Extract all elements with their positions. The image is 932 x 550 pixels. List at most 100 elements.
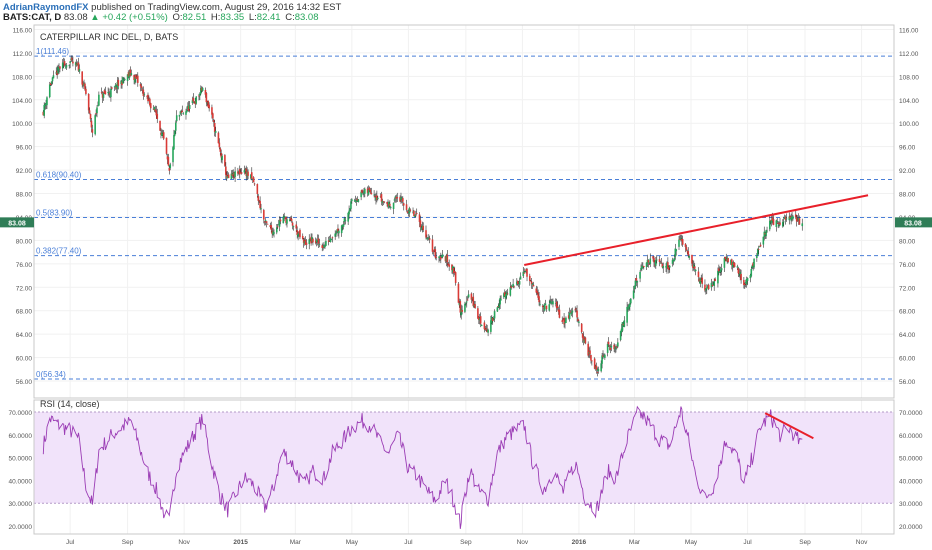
candle-body bbox=[756, 255, 758, 258]
rsi-tick-label-right: 40.0000 bbox=[899, 478, 923, 485]
candle-body bbox=[200, 87, 203, 91]
candle-body bbox=[48, 84, 51, 98]
candle-body bbox=[292, 225, 295, 227]
candle-body bbox=[225, 174, 228, 177]
candle-body bbox=[127, 72, 130, 77]
candle-body bbox=[642, 265, 645, 268]
candle-body bbox=[69, 61, 71, 64]
candle-body bbox=[485, 327, 488, 329]
candle-body bbox=[668, 265, 671, 268]
candle-body bbox=[701, 277, 703, 284]
candle-body bbox=[738, 271, 741, 274]
candle-body bbox=[762, 236, 765, 245]
candle-body bbox=[516, 281, 518, 285]
candle-body bbox=[555, 301, 558, 309]
candle-body bbox=[626, 306, 628, 323]
candle-body bbox=[588, 352, 590, 354]
candle-body bbox=[478, 318, 481, 321]
candle-body bbox=[539, 303, 541, 305]
candle-body bbox=[759, 244, 762, 247]
candle-body bbox=[629, 303, 631, 307]
rsi-tick-label-right: 30.0000 bbox=[899, 501, 923, 508]
candle-body bbox=[251, 178, 254, 180]
candle-body bbox=[400, 197, 402, 200]
candle-body bbox=[570, 312, 573, 315]
candle-body bbox=[459, 301, 462, 313]
candle-body bbox=[336, 229, 338, 233]
low-value: 82.41 bbox=[256, 12, 281, 23]
change-value: ▲ +0.42 (+0.51%) bbox=[90, 12, 168, 23]
candle-body bbox=[362, 193, 364, 195]
candle-body bbox=[126, 74, 129, 81]
candle-body bbox=[82, 82, 84, 86]
symbol-label[interactable]: BATS:CAT, D bbox=[3, 12, 62, 23]
candle-body bbox=[155, 110, 158, 116]
candle-body bbox=[111, 87, 113, 89]
candle-body bbox=[115, 87, 118, 89]
candle-body bbox=[601, 355, 603, 364]
candle-body bbox=[634, 280, 637, 287]
candle-body bbox=[85, 88, 87, 94]
candle-body bbox=[636, 281, 639, 283]
candle-body bbox=[123, 79, 125, 81]
candle-body bbox=[57, 66, 59, 74]
candle-body bbox=[260, 208, 262, 210]
published-text: published on TradingView.com, August 29,… bbox=[91, 2, 342, 13]
candle-body bbox=[554, 303, 557, 305]
candle-body bbox=[745, 278, 748, 285]
candle-body bbox=[753, 258, 755, 268]
time-tick-label: 2016 bbox=[572, 539, 587, 546]
candle-body bbox=[76, 64, 79, 65]
rsi-trendline[interactable] bbox=[764, 412, 814, 440]
candle-body bbox=[169, 164, 172, 169]
candle-body bbox=[116, 82, 119, 89]
price-tick-label-right: 116.00 bbox=[899, 28, 919, 35]
author-link[interactable]: AdrianRaymondFX bbox=[3, 2, 89, 13]
price-tick-label-left: 72.00 bbox=[16, 285, 33, 292]
candle-body bbox=[45, 102, 47, 105]
candle-body bbox=[42, 111, 45, 116]
trendlines[interactable] bbox=[524, 194, 869, 440]
candle-body bbox=[746, 278, 749, 281]
candle-body bbox=[343, 218, 346, 222]
candle-body bbox=[214, 130, 217, 133]
price-tick-label-right: 100.00 bbox=[899, 121, 919, 128]
candle-body bbox=[627, 307, 629, 309]
candle-body bbox=[487, 329, 489, 333]
candle-body bbox=[46, 97, 48, 106]
candle-body bbox=[72, 61, 74, 64]
candle-body bbox=[334, 233, 336, 237]
candle-body bbox=[727, 257, 729, 262]
candle-body bbox=[338, 230, 340, 234]
fibonacci-retracement[interactable]: 1(111.46) 0.618(90.40) 0.5(83.90) 0.382(77.… bbox=[34, 47, 894, 380]
candle-body bbox=[801, 223, 804, 227]
candle-body bbox=[389, 207, 392, 209]
candle-body bbox=[146, 95, 148, 97]
close-label: C: bbox=[285, 12, 295, 23]
candle-body bbox=[575, 308, 577, 310]
candle-body bbox=[535, 288, 538, 293]
price-trendline[interactable] bbox=[524, 194, 869, 266]
candle-body bbox=[205, 93, 208, 103]
candle-body bbox=[434, 249, 437, 258]
time-tick-label: Jul bbox=[404, 539, 413, 546]
candle-body bbox=[452, 266, 454, 273]
candle-body bbox=[283, 215, 286, 217]
candle-body bbox=[148, 99, 150, 101]
candle-body bbox=[692, 264, 694, 268]
candle-body bbox=[386, 202, 388, 204]
candle-body bbox=[139, 84, 142, 87]
candle-body bbox=[329, 238, 332, 242]
candle-body bbox=[408, 208, 411, 214]
candle-body bbox=[499, 297, 501, 305]
candle-body bbox=[363, 192, 365, 194]
candle-body bbox=[239, 172, 242, 174]
time-tick-label: Jul bbox=[743, 539, 752, 546]
candle-body bbox=[723, 258, 726, 268]
price-tick-label-left: 96.00 bbox=[16, 145, 33, 152]
candle-body bbox=[173, 135, 175, 150]
candle-body bbox=[383, 201, 386, 203]
candle-body bbox=[308, 239, 311, 245]
candle-body bbox=[375, 197, 377, 200]
